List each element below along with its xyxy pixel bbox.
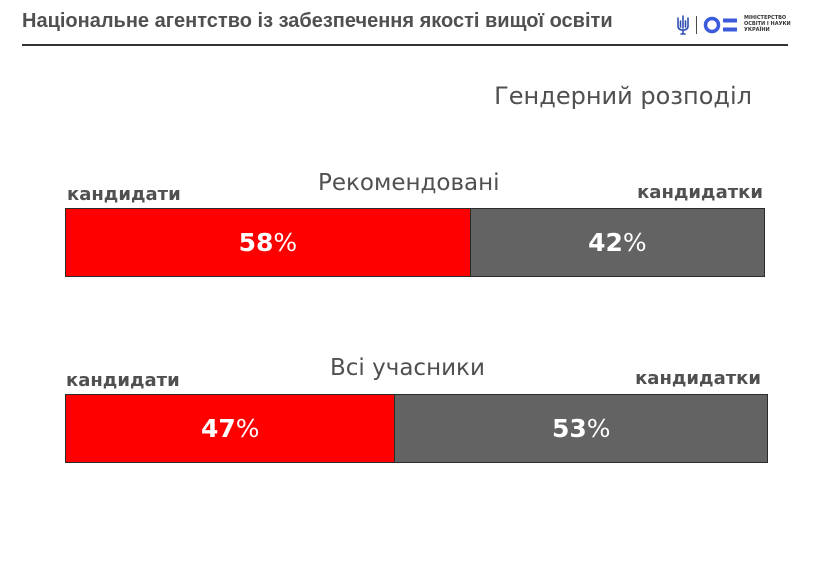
stacked-bar-all-participants: 47% 53%	[65, 394, 768, 463]
ministry-name: МІНІСТЕРСТВО ОСВІТИ І НАУКИ УКРАЇНИ	[744, 15, 794, 33]
category-label-recommended: Рекомендовані	[318, 170, 500, 196]
stacked-bar-recommended: 58% 42%	[65, 208, 765, 277]
data-label-women-recommended: 42%	[588, 228, 647, 257]
category-label-all-participants: Всі учасники	[330, 355, 485, 381]
value-number: 53	[551, 414, 587, 443]
ministry-logo: МІНІСТЕРСТВО ОСВІТИ І НАУКИ УКРАЇНИ	[676, 12, 792, 38]
bar-segment-women-recommended: 42%	[470, 209, 764, 276]
trident-icon	[677, 15, 689, 35]
bar-segment-men-all-participants: 47%	[66, 395, 396, 462]
data-label-men-recommended: 58%	[238, 228, 298, 257]
bar-segment-women-all-participants: 53%	[395, 395, 767, 462]
ministry-line-2: ОСВІТИ І НАУКИ	[744, 21, 791, 27]
ministry-line-1: МІНІСТЕРСТВО	[744, 15, 787, 21]
page-title: Національне агентство із забезпечення як…	[22, 10, 613, 32]
data-label-women-all-participants: 53%	[551, 414, 611, 443]
mon-logo-icon	[703, 16, 737, 34]
chart-title: Гендерний розподіл	[494, 82, 752, 110]
men-label-recommended: кандидати	[67, 184, 181, 205]
value-number: 42	[588, 228, 623, 257]
header-divider	[22, 44, 788, 46]
value-number: 47	[200, 414, 236, 443]
men-label-all-participants: кандидати	[66, 370, 180, 391]
value-number: 58	[238, 228, 274, 257]
data-label-men-all-participants: 47%	[200, 414, 260, 443]
bar-segment-men-recommended: 58%	[66, 209, 471, 276]
ministry-line-3: УКРАЇНИ	[744, 27, 770, 33]
logo-divider	[696, 16, 697, 34]
women-label-all-participants: кандидатки	[635, 368, 761, 389]
women-label-recommended: кандидатки	[637, 182, 763, 203]
